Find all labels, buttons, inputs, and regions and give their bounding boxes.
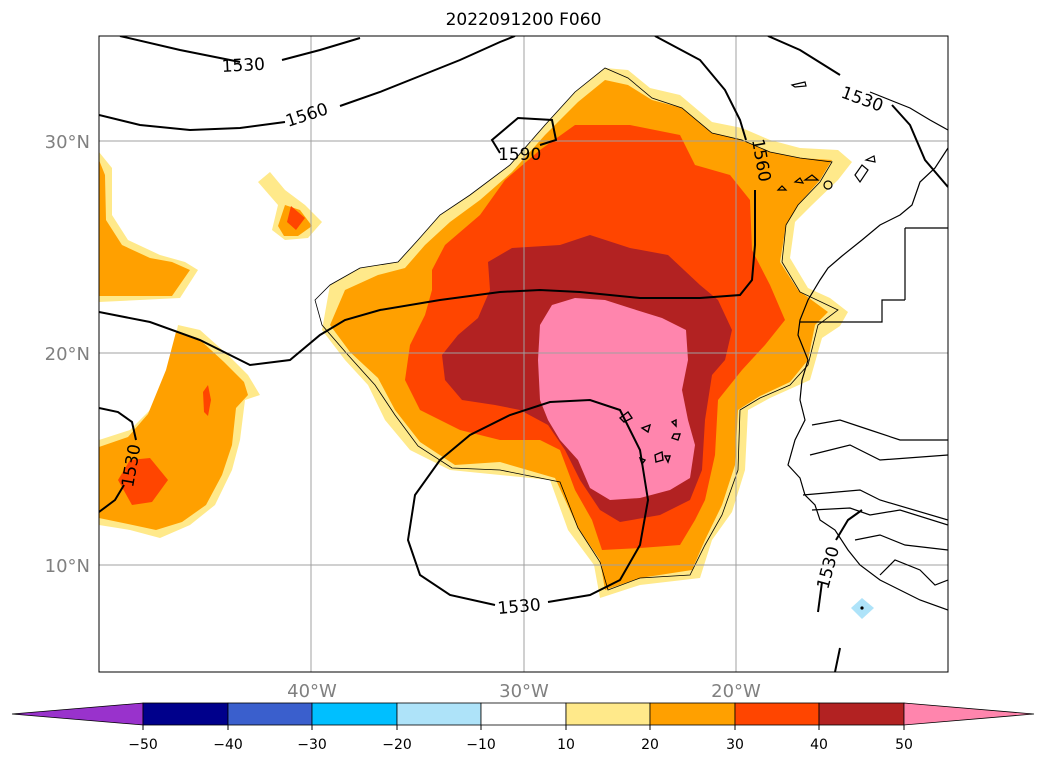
colorbar-segment [311, 702, 398, 726]
fill-southwest-core [118, 458, 168, 505]
colorbar-tick-label: 20 [641, 737, 659, 753]
colorbar-segment [565, 702, 651, 726]
colorbar-segment [480, 702, 567, 726]
colorbar-tick-label: 50 [895, 737, 913, 753]
contour-label: 1530 [497, 595, 542, 619]
colorbar-segment-under [11, 702, 144, 726]
colorbar-segment-over [903, 702, 1035, 726]
anomaly-outline [314, 67, 839, 591]
colorbar-tick-label: 10 [557, 737, 575, 753]
colorbar-tick-labels: −50 −40 −30 −20 −10 10 20 30 40 50 [128, 737, 913, 753]
colorbar-tick-label: −20 [382, 737, 412, 753]
coastlines [776, 81, 948, 611]
latitude-labels: 30°N 20°N 10°N [45, 132, 90, 577]
contour-label: 1530 [814, 544, 845, 591]
lon-label: 20°W [711, 681, 761, 702]
longitude-labels: 40°W 30°W 20°W [287, 681, 761, 702]
fill-50 [538, 298, 695, 500]
lat-label: 20°N [45, 344, 90, 365]
colorbar-tick-label: 40 [810, 737, 828, 753]
contours [99, 36, 948, 672]
contour-label: 1560 [283, 99, 330, 131]
colorbar-tick-label: −10 [466, 737, 496, 753]
map-frame [98, 35, 949, 673]
cape-verde-islands [618, 410, 681, 466]
colorbar [11, 702, 1035, 726]
lon-label: 40°W [287, 681, 337, 702]
lat-label: 30°N [45, 132, 90, 153]
gridlines [99, 36, 948, 672]
lon-label: 30°W [499, 681, 549, 702]
colorbar-segment [227, 702, 313, 726]
map-area: 1530 1560 1590 1560 1530 1530 1530 1530 [99, 36, 948, 672]
contour-label: 1530 [838, 83, 885, 117]
colorbar-tick-label: −30 [297, 737, 327, 753]
colorbar-segment [142, 702, 229, 726]
colorbar-tick-label: 30 [726, 737, 744, 753]
contour-label: 1590 [498, 145, 541, 165]
fill-small-blob-core [287, 206, 305, 230]
contour-label: 1530 [221, 55, 265, 77]
fill-southwest-streak [203, 385, 211, 416]
colorbar-tick-label: −40 [213, 737, 243, 753]
colorbar-segment [734, 702, 820, 726]
colorbar-segment [649, 702, 736, 726]
colorbar-segment [818, 702, 905, 726]
colorbar-tick-label: −50 [128, 737, 158, 753]
contour-labels: 1530 1560 1590 1560 1530 1530 1530 1530 [118, 55, 886, 619]
colorbar-ticks [142, 725, 905, 730]
colorbar-segment [396, 702, 482, 726]
fill-west-blob [99, 160, 190, 296]
lat-label: 10°N [45, 556, 90, 577]
island-dot [860, 606, 864, 610]
map-title: 2022091200 F060 [445, 10, 602, 30]
